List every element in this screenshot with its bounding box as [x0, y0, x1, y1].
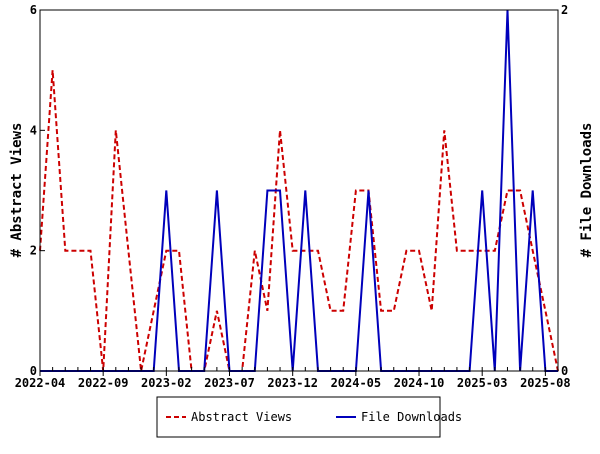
legend-label-file-downloads: File Downloads	[361, 410, 462, 424]
y-axis-label: # Abstract Views	[9, 123, 25, 258]
x-tick-label: 2023-07	[204, 376, 255, 390]
y-tick-label: 6	[30, 3, 37, 17]
x-tick-label: 2023-12	[267, 376, 318, 390]
x-tick-label: 2023-02	[141, 376, 192, 390]
x-tick-label: 2025-03	[457, 376, 508, 390]
y-tick-label: 4	[30, 123, 37, 137]
x-tick-label: 2022-04	[15, 376, 66, 390]
x-tick-label: 2025-08	[520, 376, 571, 390]
x-tick-label: 2024-10	[394, 376, 445, 390]
y2-tick-label: 2	[561, 3, 568, 17]
plot-frame	[40, 10, 558, 371]
y-tick-label: 2	[30, 244, 37, 258]
x-tick-label: 2022-09	[78, 376, 129, 390]
y2-axis-label: # File Downloads	[579, 123, 595, 258]
series-line-file-downloads	[40, 10, 558, 371]
x-tick-label: 2024-05	[331, 376, 382, 390]
legend: Abstract Views File Downloads	[157, 397, 462, 437]
legend-label-abstract-views: Abstract Views	[191, 410, 292, 424]
